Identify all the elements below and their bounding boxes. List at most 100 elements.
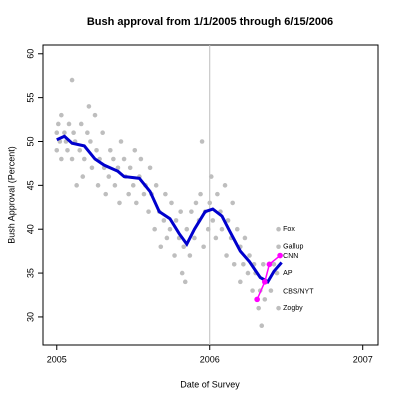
poll-point: [207, 200, 213, 206]
poll-point: [78, 121, 84, 127]
pollster-label: Zogby: [283, 305, 303, 312]
poll-point: [141, 191, 147, 197]
poll-point: [245, 270, 251, 276]
poll-point: [88, 139, 93, 144]
poll-point: [95, 183, 101, 188]
series-line: [256, 254, 281, 300]
poll-point: [210, 218, 216, 223]
cnn-point: [277, 252, 283, 259]
x-tick-label: 2005: [47, 354, 67, 364]
poll-point: [86, 104, 92, 109]
poll-point: [198, 191, 203, 197]
poll-point: [178, 209, 183, 214]
poll-point: [126, 191, 131, 197]
y-tick-label: 45: [25, 180, 35, 190]
poll-point: [276, 226, 281, 232]
poll-point: [66, 121, 72, 127]
poll-point: [241, 261, 246, 267]
poll-point: [77, 147, 83, 153]
poll-point: [54, 147, 60, 153]
cnn-point: [262, 279, 268, 285]
poll-point: [134, 200, 139, 206]
poll-point: [247, 253, 252, 258]
poll-point: [62, 130, 67, 136]
poll-point: [132, 147, 138, 153]
poll-point: [94, 147, 99, 153]
poll-point: [222, 183, 228, 188]
poll-point: [106, 174, 112, 179]
poll-point: [250, 288, 255, 293]
poll-point: [225, 218, 231, 223]
poll-point: [260, 261, 266, 267]
poll-point: [173, 218, 179, 223]
poll-point: [184, 226, 190, 232]
poll-point: [181, 244, 187, 250]
poll-point: [158, 244, 164, 250]
poll-point: [115, 165, 121, 171]
y-tick-label: 35: [25, 268, 35, 278]
poll-point: [65, 147, 70, 153]
poll-point: [276, 305, 281, 311]
plot-frame: [42, 44, 379, 346]
pollster-label: AP: [283, 270, 293, 277]
series-line: [56, 134, 283, 284]
poll-point: [152, 226, 157, 232]
poll-point: [259, 323, 265, 329]
poll-point: [163, 191, 168, 197]
poll-point: [69, 77, 75, 83]
poll-point: [187, 253, 193, 258]
poll-point: [111, 156, 116, 162]
poll-point: [193, 200, 199, 206]
x-axis-label: Date of Survey: [180, 379, 240, 389]
poll-point: [127, 165, 133, 171]
poll-point: [215, 191, 220, 197]
poll-point: [199, 139, 205, 144]
poll-point: [201, 244, 206, 250]
poll-point: [231, 261, 237, 267]
poll-point: [108, 147, 113, 153]
poll-point: [117, 200, 122, 206]
poll-point: [230, 200, 235, 206]
poll-point: [71, 130, 76, 136]
poll-point: [118, 139, 124, 144]
poll-point: [219, 226, 225, 232]
poll-point: [213, 235, 219, 241]
poll-point: [153, 183, 159, 188]
cnn-point: [254, 296, 260, 303]
poll-point: [192, 235, 197, 241]
pollster-label: CNN: [283, 253, 298, 260]
pollster-label: CBS/NYT: [283, 288, 314, 295]
poll-point: [164, 235, 170, 241]
poll-point: [54, 130, 60, 136]
y-axis-label: Bush Approval (Percent): [6, 146, 16, 244]
poll-point: [167, 226, 173, 232]
y-tick-label: 40: [25, 224, 35, 234]
poll-point: [74, 183, 79, 188]
poll-point: [205, 226, 211, 232]
y-tick-label: 30: [25, 312, 35, 322]
poll-point: [85, 130, 90, 136]
x-tick-label: 2007: [353, 354, 373, 364]
pollster-label: Fox: [283, 226, 295, 233]
poll-point: [242, 235, 248, 241]
chart-title: Bush approval from 1/1/2005 through 6/15…: [87, 16, 333, 28]
poll-point: [189, 209, 194, 214]
poll-point: [112, 183, 118, 188]
cnn-point: [266, 261, 273, 268]
poll-point: [234, 226, 240, 232]
poll-point: [276, 244, 281, 250]
poll-point: [262, 297, 268, 302]
poll-point: [238, 279, 243, 285]
poll-point: [179, 270, 185, 276]
poll-point: [121, 156, 127, 162]
poll-point: [59, 156, 64, 162]
y-tick-label: 60: [25, 49, 35, 59]
poll-point: [256, 305, 261, 311]
poll-point: [172, 253, 177, 258]
poll-point: [59, 112, 64, 118]
poll-point: [224, 253, 229, 258]
y-tick-label: 55: [25, 93, 35, 103]
poll-point: [146, 209, 151, 214]
poll-point: [274, 270, 280, 276]
